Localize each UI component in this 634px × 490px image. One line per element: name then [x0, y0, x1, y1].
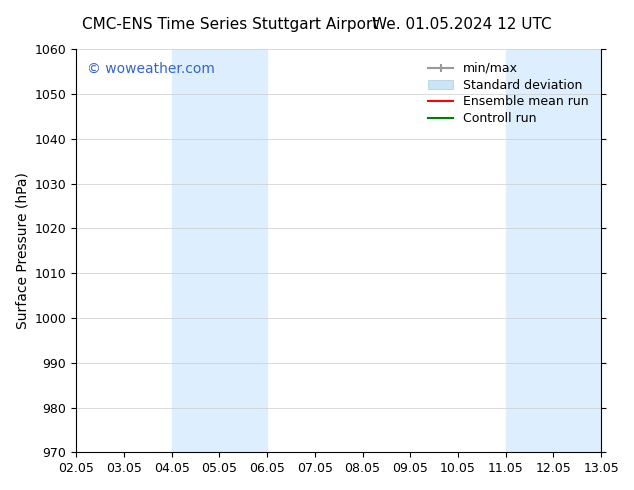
Bar [506, 49, 601, 452]
Legend: min/max, Standard deviation, Ensemble mean run, Controll run: min/max, Standard deviation, Ensemble me… [422, 56, 595, 131]
Text: CMC-ENS Time Series Stuttgart Airport: CMC-ENS Time Series Stuttgart Airport [82, 17, 378, 32]
Y-axis label: Surface Pressure (hPa): Surface Pressure (hPa) [15, 172, 29, 329]
Text: We. 01.05.2024 12 UTC: We. 01.05.2024 12 UTC [372, 17, 552, 32]
Text: © woweather.com: © woweather.com [87, 61, 214, 75]
Bar [172, 49, 267, 452]
